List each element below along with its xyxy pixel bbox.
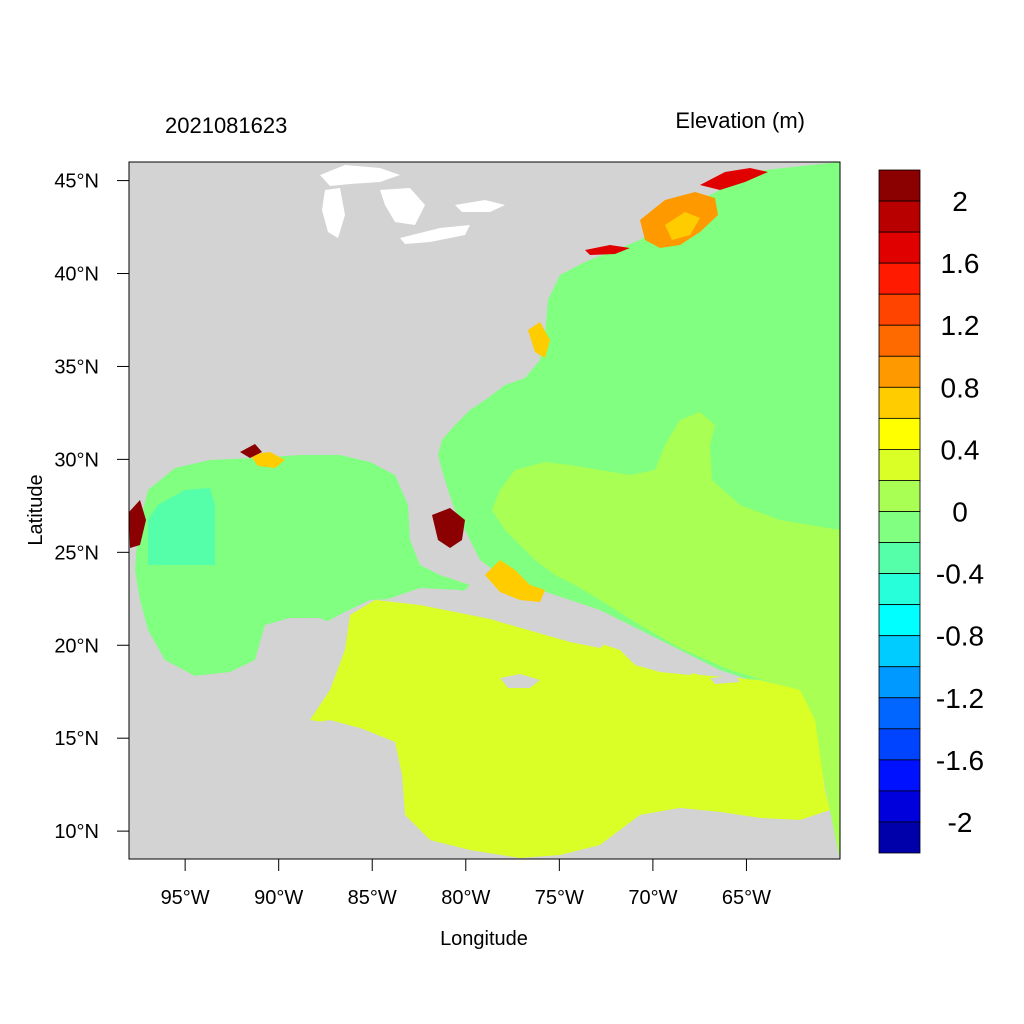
x-tick-label: 95°W (161, 887, 210, 909)
x-tick-label: 80°W (441, 887, 490, 909)
colorbar-segment (878, 759, 921, 792)
lake-huron (380, 188, 425, 225)
x-tick-label: 90°W (254, 887, 303, 909)
map-area (129, 162, 840, 859)
x-tick-label: 70°W (628, 887, 677, 909)
south-america-land (560, 808, 840, 859)
caribbean-sea (310, 600, 830, 858)
colorbar-label: 2 (952, 186, 968, 217)
y-tick-label: 35°N (54, 356, 99, 378)
x-axis-label: Longitude (440, 928, 528, 950)
yucatan-land (195, 618, 335, 725)
lake-ontario (455, 200, 505, 212)
colorbar-segment (878, 200, 921, 233)
colorbar-label: 0 (952, 497, 968, 528)
tropical-atlantic (492, 412, 840, 859)
colorbar-label: -1.6 (936, 745, 984, 776)
x-tick-label: 75°W (535, 887, 584, 909)
colorbar (878, 169, 921, 854)
colorbar-segment (878, 417, 921, 450)
colorbar-label: -0.4 (936, 559, 984, 590)
bahamas-region (485, 560, 545, 602)
colorbar-segment (878, 511, 921, 543)
colorbar-segment (878, 386, 921, 419)
colorbar-segment (878, 449, 921, 481)
lake-erie (400, 225, 470, 244)
puerto-rico-land (710, 676, 740, 684)
y-tick-label: 25°N (54, 542, 99, 564)
colorbar-segment (878, 604, 921, 637)
gulf-of-mexico (135, 455, 470, 676)
y-tick-label: 15°N (54, 728, 99, 750)
surge-long-island (585, 245, 630, 255)
cuba-land (385, 588, 610, 648)
x-tick-label: 65°W (722, 887, 771, 909)
colorbar-label: -2 (948, 807, 973, 838)
colorbar-segment (878, 635, 921, 668)
surge-gulf-coast (240, 444, 262, 458)
colorbar-segment (878, 355, 921, 388)
timestamp-title: 2021081623 (165, 113, 287, 138)
colorbar-segment (878, 293, 921, 326)
surge-south-florida (432, 508, 465, 548)
y-tick-label: 40°N (54, 264, 99, 286)
surge-maritimes (700, 168, 768, 190)
surge-louisiana (250, 452, 285, 468)
colorbar-labels: 2 1.6 1.2 0.8 0.4 0 -0.4 -0.8 -1.2 -1.6 -2 (936, 186, 984, 838)
colorbar-segment (878, 697, 921, 730)
x-tick-label: 85°W (348, 887, 397, 909)
y-tick-label: 20°N (54, 635, 99, 657)
jamaica-land (500, 674, 540, 688)
y-tick-label: 30°N (54, 449, 99, 471)
variable-title: Elevation (m) (675, 108, 805, 133)
colorbar-segment (878, 790, 921, 823)
colorbar-segment (878, 262, 921, 295)
gulf-western-basin (148, 488, 215, 565)
colorbar-segment (878, 573, 921, 606)
y-tick-label: 45°N (54, 171, 99, 193)
central-america-land (129, 716, 440, 859)
colorbar-label: -1.2 (936, 683, 984, 714)
colorbar-label: 1.2 (941, 310, 980, 341)
surge-texas-coast (129, 500, 146, 548)
x-axis-ticks: 95°W 90°W 85°W 80°W 75°W 70°W 65°W (161, 859, 771, 909)
lake-michigan (322, 188, 345, 238)
y-axis-label: Latitude (25, 474, 47, 545)
surge-new-england-core (665, 212, 700, 240)
lake-superior (320, 165, 400, 186)
colorbar-segment (878, 480, 921, 512)
colorbar-segment (878, 728, 921, 761)
hispaniola-land (620, 645, 700, 675)
colorbar-segment (878, 821, 921, 854)
colorbar-label: 0.4 (941, 434, 980, 465)
y-tick-label: 10°N (54, 821, 99, 843)
colorbar-segment (878, 542, 921, 574)
surge-carolinas (528, 322, 550, 358)
colorbar-label: -0.8 (936, 621, 984, 652)
colorbar-label: 1.6 (941, 248, 980, 279)
y-axis-ticks: 45°N 40°N 35°N 30°N 25°N 20°N 15°N 10°N (54, 171, 129, 843)
colorbar-segment (878, 169, 921, 202)
plot-frame (128, 161, 841, 860)
colorbar-segment (878, 666, 921, 699)
colorbar-label: 0.8 (941, 372, 980, 403)
colorbar-segment (878, 324, 921, 357)
colorbar-segment (878, 231, 921, 264)
